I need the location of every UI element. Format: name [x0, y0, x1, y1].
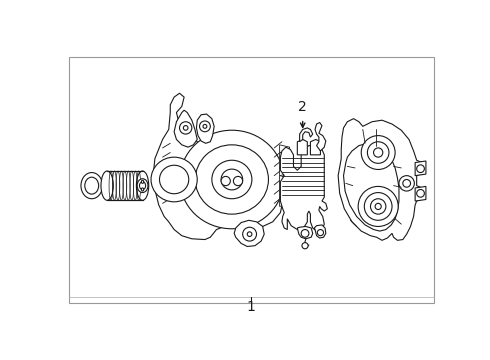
Polygon shape [315, 122, 326, 151]
Polygon shape [415, 186, 426, 201]
Circle shape [368, 142, 389, 163]
Ellipse shape [180, 130, 284, 229]
Ellipse shape [85, 177, 98, 194]
Circle shape [247, 232, 252, 237]
Ellipse shape [137, 179, 148, 193]
Polygon shape [300, 128, 313, 142]
Circle shape [358, 186, 398, 226]
Ellipse shape [101, 171, 113, 200]
Circle shape [399, 176, 415, 191]
Circle shape [203, 125, 207, 128]
Polygon shape [153, 93, 283, 239]
Polygon shape [280, 191, 290, 199]
Ellipse shape [221, 169, 243, 190]
Polygon shape [280, 153, 290, 160]
Circle shape [318, 230, 323, 236]
Ellipse shape [212, 160, 252, 199]
Polygon shape [280, 145, 290, 153]
Ellipse shape [140, 182, 146, 189]
Circle shape [233, 176, 243, 186]
Ellipse shape [196, 145, 269, 214]
Ellipse shape [142, 180, 144, 183]
Circle shape [361, 136, 395, 170]
Ellipse shape [151, 157, 197, 202]
Polygon shape [69, 57, 434, 303]
Polygon shape [280, 160, 290, 168]
Circle shape [302, 243, 308, 249]
Polygon shape [234, 220, 264, 247]
Text: 2: 2 [298, 100, 307, 114]
Polygon shape [174, 110, 197, 147]
Circle shape [403, 180, 411, 187]
Circle shape [365, 193, 392, 220]
Ellipse shape [136, 171, 149, 200]
Polygon shape [107, 171, 143, 200]
Circle shape [199, 121, 210, 132]
Text: 1: 1 [246, 300, 256, 314]
Polygon shape [297, 226, 313, 239]
Circle shape [179, 122, 192, 134]
Ellipse shape [81, 172, 102, 199]
Polygon shape [415, 161, 426, 176]
Circle shape [301, 230, 309, 237]
Polygon shape [280, 183, 290, 191]
Polygon shape [280, 176, 290, 183]
Polygon shape [314, 225, 326, 238]
Circle shape [416, 165, 424, 172]
Polygon shape [297, 139, 307, 155]
Polygon shape [196, 114, 214, 143]
Polygon shape [343, 143, 399, 231]
Circle shape [373, 148, 383, 157]
Circle shape [221, 176, 230, 186]
Circle shape [370, 199, 386, 214]
Circle shape [243, 227, 257, 241]
Circle shape [416, 189, 424, 197]
Polygon shape [280, 168, 290, 176]
Polygon shape [338, 119, 424, 240]
Ellipse shape [160, 165, 189, 194]
Circle shape [375, 203, 381, 210]
Polygon shape [311, 139, 320, 155]
Polygon shape [280, 199, 290, 206]
Circle shape [183, 126, 188, 130]
Ellipse shape [142, 188, 144, 191]
Polygon shape [280, 145, 327, 231]
